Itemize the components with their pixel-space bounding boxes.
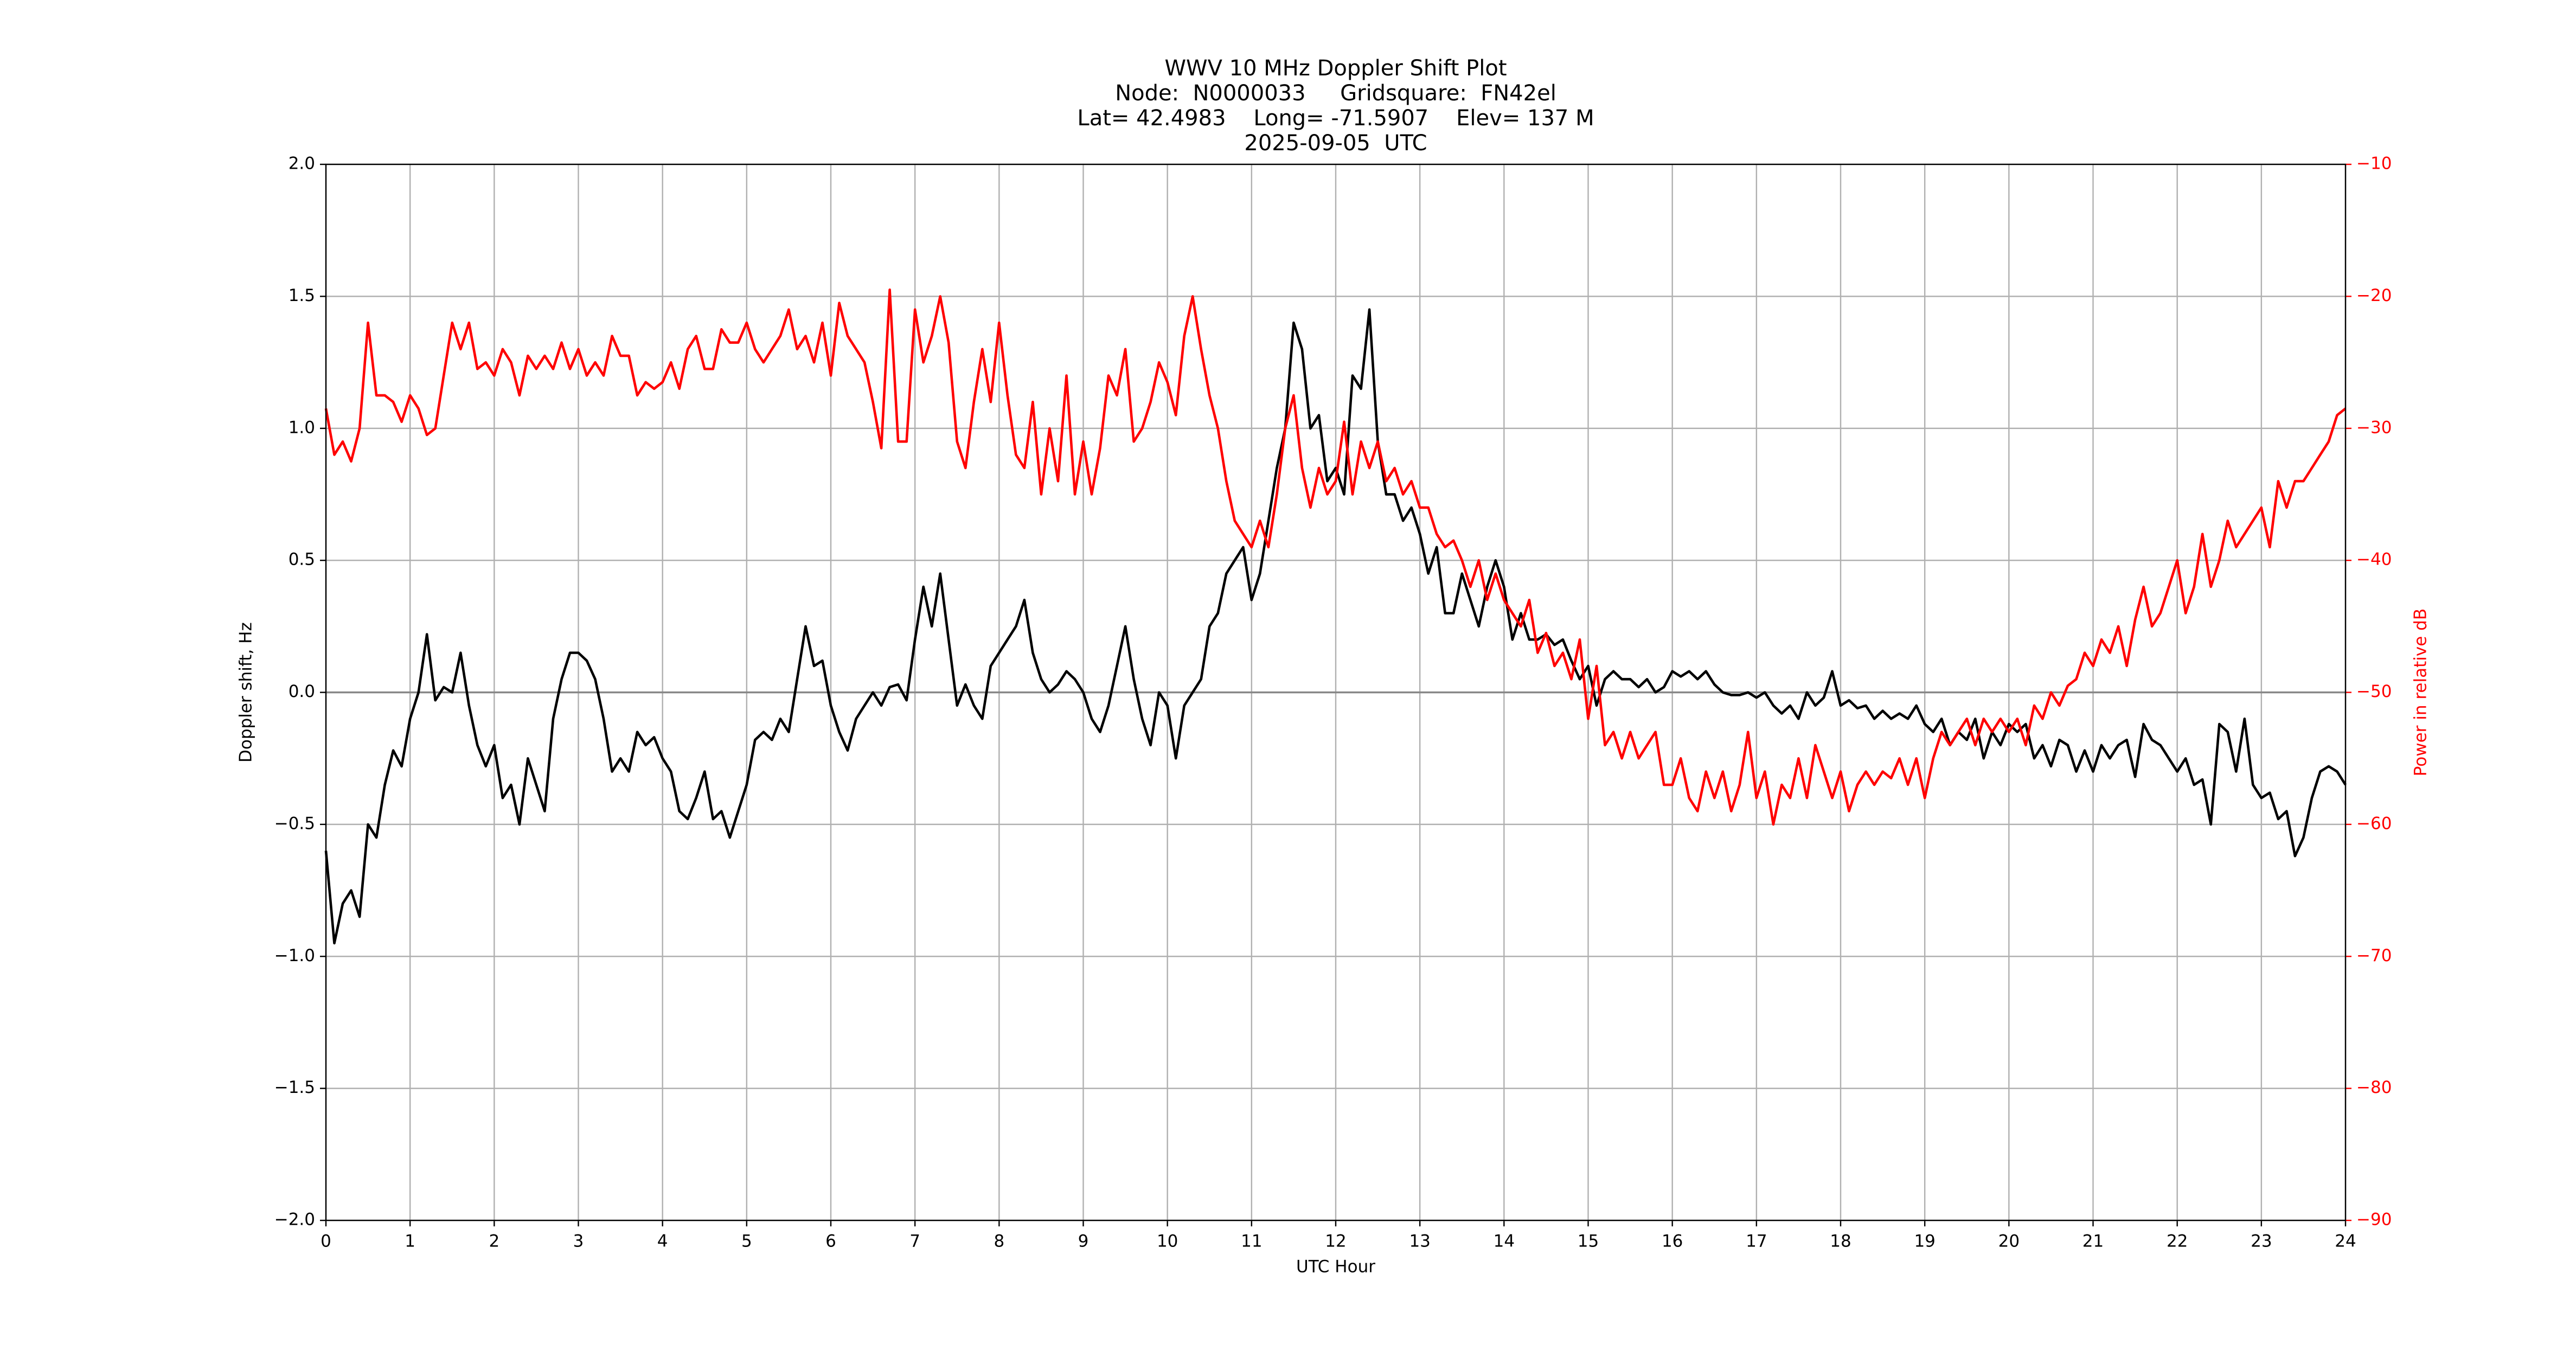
x-tick-label: 1 (405, 1232, 415, 1251)
y-tick-label: 2.0 (289, 154, 315, 174)
x-tick-label: 3 (573, 1232, 584, 1251)
data-line (324, 288, 2347, 826)
y2-tick-label: −70 (2356, 946, 2392, 965)
y2-tick-label: −50 (2356, 682, 2392, 701)
y2-tick-label: −20 (2356, 286, 2392, 305)
y-axis-label: Doppler shift, Hz (236, 622, 256, 763)
chart-title: Node: N0000033 Gridsquare: FN42el (1115, 81, 1556, 106)
y2-tick-label: −10 (2356, 154, 2392, 174)
x-tick-label: 5 (741, 1232, 752, 1251)
y-tick-label: −0.5 (274, 814, 315, 833)
x-tick-label: 10 (1157, 1232, 1178, 1251)
x-tick-label: 2 (489, 1232, 499, 1251)
x-tick-label: 8 (994, 1232, 1004, 1251)
data-line (324, 308, 2347, 945)
y-tick-label: −2.0 (274, 1210, 315, 1230)
y-tick-label: 0.5 (289, 550, 315, 570)
x-tick-label: 24 (2335, 1232, 2356, 1251)
y2-tick-label: −60 (2356, 814, 2392, 833)
y2-tick-label: −30 (2356, 418, 2392, 437)
x-tick-label: 13 (1409, 1232, 1430, 1251)
y-tick-label: 0.0 (289, 682, 315, 701)
x-tick-label: 16 (1662, 1232, 1683, 1251)
y-tick-label: −1.0 (274, 946, 315, 965)
x-tick-label: 20 (1998, 1232, 2020, 1251)
chart-title: Lat= 42.4983 Long= -71.5907 Elev= 137 M (1077, 106, 1594, 131)
plot-frame (325, 163, 2347, 1221)
x-tick-label: 6 (825, 1232, 836, 1251)
y-tick-label: 1.0 (289, 418, 315, 437)
x-tick-label: 7 (909, 1232, 920, 1251)
x-tick-label: 0 (321, 1232, 331, 1251)
x-tick-label: 14 (1494, 1232, 1515, 1251)
x-tick-label: 18 (1830, 1232, 1851, 1251)
x-axis-label: UTC Hour (1296, 1257, 1375, 1277)
x-tick-label: 22 (2167, 1232, 2188, 1251)
x-tick-label: 4 (657, 1232, 668, 1251)
x-tick-label: 23 (2251, 1232, 2272, 1251)
x-tick-label: 11 (1241, 1232, 1262, 1251)
x-tick-label: 12 (1325, 1232, 1346, 1251)
x-tick-label: 21 (2082, 1232, 2104, 1251)
y2-axis-label: Power in relative dB (2411, 609, 2431, 776)
y2-tick-label: −80 (2356, 1078, 2392, 1097)
x-tick-label: 9 (1078, 1232, 1089, 1251)
y-tick-label: −1.5 (274, 1078, 315, 1097)
chart-title: WWV 10 MHz Doppler Shift Plot (1164, 56, 1507, 81)
chart-title: 2025-09-05 UTC (1244, 131, 1427, 156)
x-tick-label: 17 (1746, 1232, 1767, 1251)
x-tick-label: 19 (1914, 1232, 1935, 1251)
x-tick-label: 15 (1578, 1232, 1599, 1251)
y2-tick-label: −90 (2356, 1210, 2392, 1230)
y2-tick-label: −40 (2356, 550, 2392, 570)
y-tick-label: 1.5 (289, 286, 315, 305)
